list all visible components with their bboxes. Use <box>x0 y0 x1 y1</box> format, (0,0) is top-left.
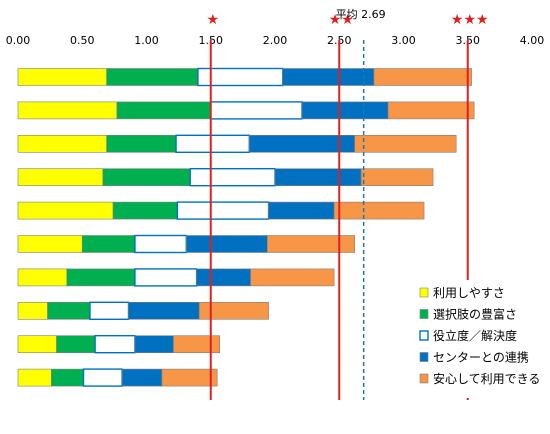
bar-segment <box>210 101 303 120</box>
bar-segment <box>17 368 52 387</box>
legend-label: センターとの連携 <box>433 350 529 365</box>
legend-label: 安心して利用できる <box>433 371 540 386</box>
x-tick-label: 3.00 <box>391 34 416 47</box>
bar-segment <box>301 101 389 120</box>
x-tick-label: 2.00 <box>263 34 288 47</box>
bar-segment <box>268 201 335 220</box>
bar-segment <box>66 268 136 287</box>
bar-segment <box>17 268 68 287</box>
star-label: ★★★ <box>451 12 489 28</box>
bar-segment <box>17 168 104 186</box>
bar-segment <box>17 301 48 320</box>
x-tick-label: 1.00 <box>134 34 159 47</box>
legend-label: 選択肢の豊富さ <box>433 307 517 322</box>
legend-box <box>412 280 542 398</box>
average-label: 平均 2.69 <box>336 8 386 21</box>
bar-segment <box>82 368 123 387</box>
bar-segment <box>47 301 91 320</box>
bar-segment <box>17 235 83 253</box>
bar-segment <box>112 201 178 220</box>
bar-segment <box>250 268 335 287</box>
bar-segment <box>198 301 269 320</box>
bar-segment <box>134 335 174 354</box>
bar-segment <box>196 268 251 287</box>
bar-segment <box>106 68 199 86</box>
bar-segment <box>134 234 188 254</box>
bar-segment <box>161 368 218 387</box>
bar-segment <box>89 301 130 320</box>
bar-segment <box>102 168 191 186</box>
bar-segment <box>128 301 200 320</box>
bar-segment <box>274 168 362 186</box>
legend-label: 役立度／解決度 <box>433 328 517 343</box>
bar-segment <box>51 368 84 387</box>
x-tick-label: 0.50 <box>70 34 95 47</box>
bar-segment <box>94 335 136 354</box>
bar-segment <box>173 335 221 354</box>
bar-segment <box>121 368 163 387</box>
legend-swatch <box>419 287 429 298</box>
bar-segment <box>387 101 475 120</box>
bar-segment <box>266 235 355 253</box>
bar-segment <box>106 135 177 153</box>
bar-segment <box>373 68 472 86</box>
star-label: ★★ <box>329 12 354 28</box>
bar-segment <box>176 201 270 220</box>
legend-swatch <box>419 309 429 319</box>
legend-swatch <box>419 352 429 362</box>
bar-segment <box>17 201 114 220</box>
bar-segment <box>56 335 96 354</box>
bar-segment <box>354 135 457 153</box>
legend-swatch <box>419 373 429 384</box>
x-tick-label: 0.00 <box>6 34 31 47</box>
bar-segment <box>360 168 434 186</box>
bar-segment <box>186 235 268 253</box>
x-tick-label: 4.00 <box>520 34 545 47</box>
legend-label: 利用しやすさ <box>433 286 505 300</box>
bar-segment <box>17 335 57 354</box>
bar-segment <box>116 101 212 120</box>
bar-segment <box>175 134 250 154</box>
bar-segment <box>17 135 107 153</box>
bar-segment <box>134 268 198 287</box>
bar-segment <box>189 167 276 187</box>
legend-swatch <box>419 330 429 341</box>
bar-segment <box>333 201 425 220</box>
bar-segment <box>81 235 136 253</box>
bar-segment <box>17 101 118 120</box>
bar-segment <box>282 68 375 86</box>
star-label: ★ <box>206 12 219 28</box>
bar-segment <box>17 68 107 86</box>
